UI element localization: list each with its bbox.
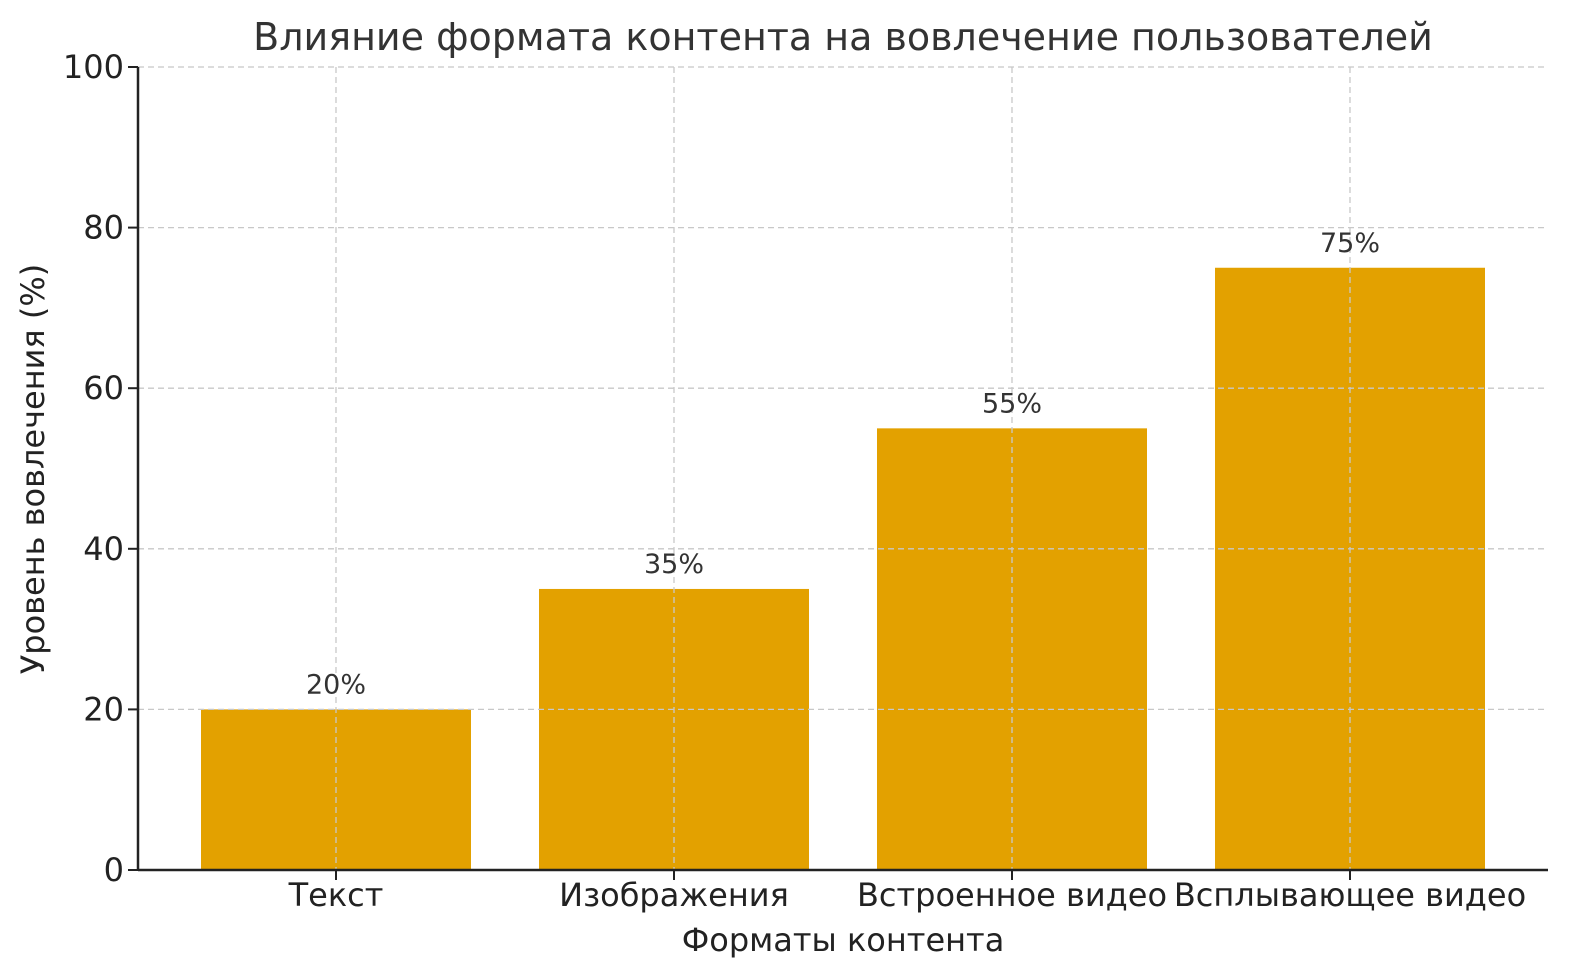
axes bbox=[136, 67, 1548, 872]
chart-title: Влияние формата контента на вовлечение п… bbox=[253, 15, 1433, 59]
bar-value-label: 75% bbox=[1320, 228, 1380, 259]
y-tick-label: 60 bbox=[83, 369, 124, 407]
x-tick-label: Всплывающее видео bbox=[1174, 876, 1526, 914]
y-tick-label: 80 bbox=[83, 209, 124, 247]
x-tick-label: Изображения bbox=[559, 876, 789, 914]
bars bbox=[201, 267, 1485, 870]
y-axis-title: Уровень вовлечения (%) bbox=[14, 264, 52, 674]
x-axis-title: Форматы контента bbox=[682, 921, 1005, 959]
y-tick-label: 0 bbox=[104, 851, 124, 889]
bar-value-label: 35% bbox=[644, 549, 704, 580]
y-tick-label: 100 bbox=[63, 48, 124, 86]
y-tick-label: 20 bbox=[83, 690, 124, 728]
bar-value-labels: 20% 35% 55% 75% bbox=[306, 228, 1380, 701]
y-ticks: 0 20 40 60 80 100 bbox=[63, 48, 138, 889]
x-ticks: Текст Изображения Встроенное видео Всплываю… bbox=[288, 870, 1526, 914]
y-tick-label: 40 bbox=[83, 530, 124, 568]
x-tick-label: Встроенное видео bbox=[857, 876, 1167, 914]
grid bbox=[138, 66, 1548, 870]
bar-value-label: 20% bbox=[306, 669, 366, 700]
x-tick-label: Текст bbox=[288, 876, 384, 914]
bar-value-label: 55% bbox=[982, 388, 1042, 419]
